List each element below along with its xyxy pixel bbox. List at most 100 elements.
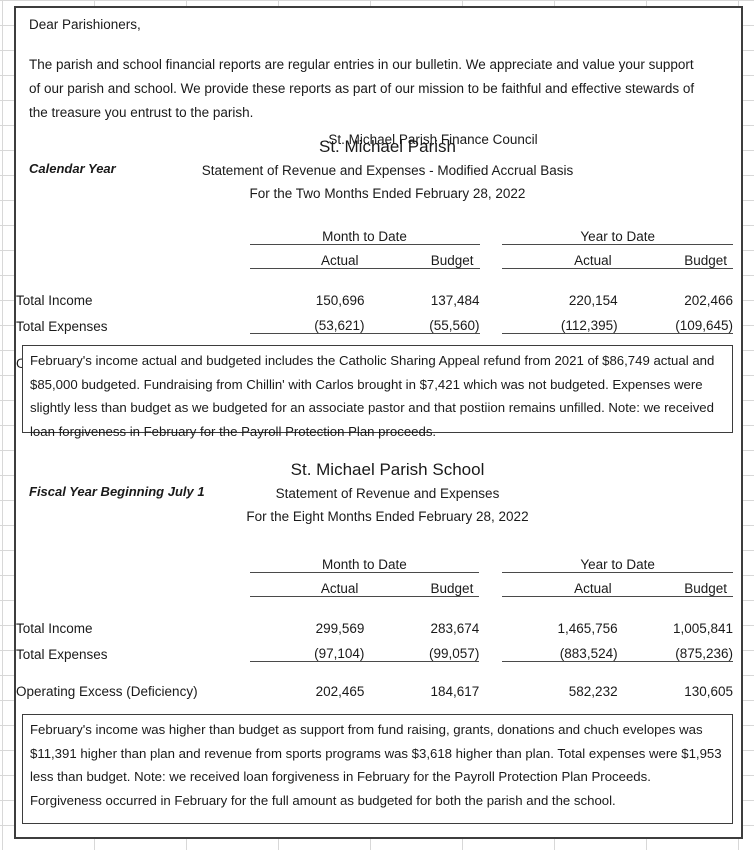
letter-salutation: Dear Parishioners, xyxy=(29,17,141,32)
empty-cell xyxy=(250,597,365,612)
empty-cell xyxy=(250,662,365,675)
document-frame: Dear Parishioners, The parish and school… xyxy=(14,6,743,839)
school-col-mtd-budget: Budget xyxy=(364,572,480,597)
empty-cell xyxy=(16,573,250,597)
empty-cell xyxy=(618,597,733,612)
school-statement-title: St. Michael Parish School xyxy=(290,460,485,479)
table-row: Total Expenses (97,104) (99,057) (883,52… xyxy=(16,636,733,662)
school-row1-ytd-budget: (875,236) xyxy=(617,636,733,662)
parish-col-mtd-actual: Actual xyxy=(249,244,365,269)
parish-col-mtd-budget: Budget xyxy=(364,244,480,269)
school-subheader-row: Actual Budget Actual Budget xyxy=(16,572,733,597)
parish-statement-subtitle: Statement of Revenue and Expenses - Modi… xyxy=(201,163,574,178)
table-row: Total Income 150,696 137,484 220,154 202… xyxy=(16,283,733,308)
parish-subheader-row: Actual Budget Actual Budget xyxy=(16,244,733,269)
parish-note-box: February's income actual and budgeted in… xyxy=(22,345,733,439)
spacer-row xyxy=(16,597,733,612)
empty-cell xyxy=(480,308,503,334)
parish-statement-period: For the Two Months Ended February 28, 20… xyxy=(249,186,526,201)
empty-cell xyxy=(479,674,502,699)
table-row: Total Income 299,569 283,674 1,465,756 1… xyxy=(16,611,733,636)
empty-cell xyxy=(480,269,503,284)
parish-col-ytd-actual: Actual xyxy=(502,244,618,269)
school-row1-mtd-actual: (97,104) xyxy=(249,636,365,662)
letter-body: The parish and school financial reports … xyxy=(29,57,695,120)
school-financial-table: Month to Date Year to Date Actual Budget… xyxy=(16,548,733,699)
empty-cell xyxy=(502,662,617,675)
empty-cell xyxy=(364,597,479,612)
school-year-label: Fiscal Year Beginning July 1 xyxy=(29,484,205,499)
parish-row0-label: Total Income xyxy=(16,293,93,308)
parishioner-letter: Dear Parishioners, The parish and school… xyxy=(29,14,719,147)
empty-cell xyxy=(16,597,250,612)
parish-statement-titles: St. Michael Parish Statement of Revenue … xyxy=(16,135,741,205)
parish-row1-ytd-actual: (112,395) xyxy=(502,308,618,334)
empty-cell xyxy=(479,548,502,573)
school-row0-ytd-actual: 1,465,756 xyxy=(557,621,618,636)
school-group-ytd: Year to Date xyxy=(580,557,655,572)
empty-cell xyxy=(479,636,502,662)
parish-statement-title: St. Michael Parish xyxy=(319,137,456,156)
parish-row1-mtd-actual: (53,621) xyxy=(249,308,365,334)
school-statement-subtitle: Statement of Revenue and Expenses xyxy=(275,486,500,501)
school-row1-mtd-budget: (99,057) xyxy=(364,636,480,662)
empty-cell xyxy=(479,573,502,597)
empty-cell xyxy=(16,662,250,675)
parish-row0-mtd-budget: 137,484 xyxy=(430,293,480,308)
parish-note-text: February's income actual and budgeted in… xyxy=(30,353,715,439)
school-statement-titles: St. Michael Parish School Statement of R… xyxy=(16,458,741,528)
parish-row1-label: Total Expenses xyxy=(16,318,108,334)
table-row-total: Operating Excess (Deficiency) 202,465 18… xyxy=(16,674,733,699)
school-row0-mtd-budget: 283,674 xyxy=(430,621,480,636)
school-row0-ytd-budget: 1,005,841 xyxy=(672,621,733,636)
empty-cell xyxy=(364,662,479,675)
school-total-ytd-actual: 582,232 xyxy=(568,684,618,699)
school-col-ytd-budget: Budget xyxy=(617,572,733,597)
empty-cell xyxy=(16,548,250,573)
empty-cell xyxy=(480,245,503,269)
parish-year-label: Calendar Year xyxy=(29,161,116,176)
empty-cell xyxy=(618,662,733,675)
parish-col-ytd-budget: Budget xyxy=(617,244,733,269)
school-row0-mtd-actual: 299,569 xyxy=(315,621,365,636)
parish-group-ytd: Year to Date xyxy=(580,229,655,244)
school-total-ytd-budget: 130,605 xyxy=(684,684,733,699)
empty-cell xyxy=(480,283,503,308)
school-note-box: February's income was higher than budget… xyxy=(22,714,733,824)
empty-cell xyxy=(250,269,365,284)
school-note-text: February's income was higher than budget… xyxy=(30,722,722,808)
parish-row1-mtd-budget: (55,560) xyxy=(364,308,480,334)
parish-statement-section: Calendar Year St. Michael Parish Stateme… xyxy=(16,135,741,205)
empty-cell xyxy=(479,597,502,612)
school-group-mtd: Month to Date xyxy=(322,557,407,572)
school-statement-period: For the Eight Months Ended February 28, … xyxy=(246,509,529,524)
parish-group-header-row: Month to Date Year to Date xyxy=(16,220,733,245)
letter-signature: St. Michael Parish Finance Council xyxy=(328,132,538,147)
school-col-ytd-actual: Actual xyxy=(502,572,618,597)
empty-cell xyxy=(479,611,502,636)
parish-row0-ytd-actual: 220,154 xyxy=(568,293,618,308)
school-col-mtd-actual: Actual xyxy=(249,572,365,597)
parish-row0-ytd-budget: 202,466 xyxy=(684,293,733,308)
spacer-row xyxy=(16,662,733,675)
empty-cell xyxy=(618,269,733,284)
school-total-mtd-budget: 184,617 xyxy=(430,684,480,699)
empty-cell xyxy=(502,597,617,612)
school-total-label: Operating Excess (Deficiency) xyxy=(16,684,198,699)
school-statement-section: Fiscal Year Beginning July 1 St. Michael… xyxy=(16,458,741,528)
table-row: Total Expenses (53,621) (55,560) (112,39… xyxy=(16,308,733,334)
empty-cell xyxy=(16,245,250,269)
parish-row0-mtd-actual: 150,696 xyxy=(315,293,365,308)
school-group-header-row: Month to Date Year to Date xyxy=(16,548,733,573)
empty-cell xyxy=(479,662,502,675)
empty-cell xyxy=(365,269,480,284)
empty-cell xyxy=(502,269,617,284)
empty-cell xyxy=(480,220,503,245)
school-row1-label: Total Expenses xyxy=(16,646,108,662)
empty-cell xyxy=(16,220,250,245)
school-total-mtd-actual: 202,465 xyxy=(315,684,365,699)
parish-row1-ytd-budget: (109,645) xyxy=(617,308,733,334)
parish-group-mtd: Month to Date xyxy=(322,229,407,244)
school-row0-label: Total Income xyxy=(16,621,93,636)
spacer-row xyxy=(16,269,733,284)
